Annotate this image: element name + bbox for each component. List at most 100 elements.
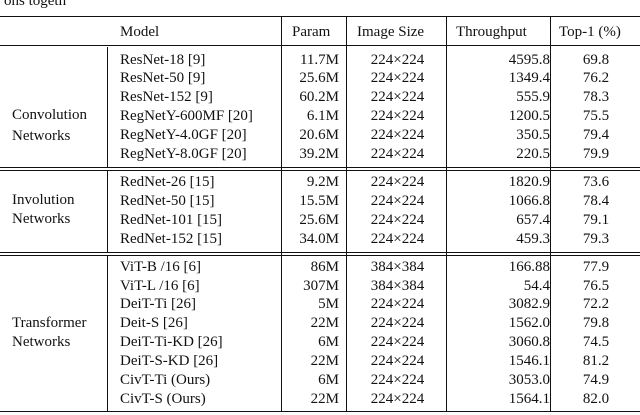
cell-model: ResNet-50 [9] bbox=[120, 70, 206, 86]
cell-top1: 79.4 bbox=[582, 127, 610, 143]
table-row: CivT-S (Ours) 22M 224×224 1564.1 82.0 bbox=[0, 389, 640, 410]
cell-param: 5M bbox=[318, 296, 339, 312]
cell-param: 11.7M bbox=[299, 52, 339, 68]
cell-model: ResNet-18 [9] bbox=[120, 52, 206, 68]
cell-image-size: 224×224 bbox=[370, 108, 425, 124]
column-divider bbox=[346, 16, 347, 411]
cell-model: Deit-S [26] bbox=[120, 315, 188, 331]
cell-throughput: 4595.8 bbox=[508, 52, 550, 68]
cell-param: 6M bbox=[318, 334, 339, 350]
cell-image-size: 224×224 bbox=[370, 315, 425, 331]
header-image-size: Image Size bbox=[357, 24, 425, 40]
cell-top1: 78.3 bbox=[582, 89, 610, 105]
column-divider bbox=[107, 255, 108, 411]
group-label-line1: Transformer bbox=[12, 315, 87, 331]
cell-model: RedNet-101 [15] bbox=[120, 212, 223, 228]
header-rule bbox=[0, 45, 640, 46]
cell-param: 60.2M bbox=[299, 89, 339, 105]
table-row: RegNetY-4.0GF [20] 20.6M 224×224 350.5 7… bbox=[0, 125, 640, 146]
cell-image-size: 224×224 bbox=[370, 127, 425, 143]
table-row: Deit-S [26] 22M 224×224 1562.0 79.8 bbox=[0, 313, 640, 334]
cell-image-size: 384×384 bbox=[370, 259, 425, 275]
cell-top1: 79.8 bbox=[582, 315, 610, 331]
group-separator bbox=[0, 167, 640, 171]
table-row: RedNet-101 [15] 25.6M 224×224 657.4 79.1 bbox=[0, 210, 640, 231]
header-param: Param bbox=[292, 24, 331, 40]
cell-top1: 79.1 bbox=[582, 212, 610, 228]
table-row: DeiT-Ti [26] 5M 224×224 3082.9 72.2 bbox=[0, 294, 640, 315]
cell-throughput: 459.3 bbox=[516, 231, 550, 247]
cell-model: DeiT-Ti-KD [26] bbox=[120, 334, 223, 350]
cell-param: 34.0M bbox=[299, 231, 339, 247]
group-label-line2: Networks bbox=[12, 211, 71, 227]
cell-image-size: 224×224 bbox=[370, 334, 425, 350]
cell-model: CivT-S (Ours) bbox=[120, 391, 206, 407]
cell-throughput: 1200.5 bbox=[508, 108, 550, 124]
cell-throughput: 3082.9 bbox=[508, 296, 550, 312]
cell-image-size: 224×224 bbox=[370, 231, 425, 247]
cell-image-size: 224×224 bbox=[370, 70, 425, 86]
cell-top1: 75.5 bbox=[582, 108, 610, 124]
cell-model: RegNetY-600MF [20] bbox=[120, 108, 253, 124]
group-label-line1: Convolution bbox=[12, 107, 88, 123]
cell-throughput: 1564.1 bbox=[508, 391, 550, 407]
table-row: ResNet-50 [9] 25.6M 224×224 1349.4 76.2 bbox=[0, 68, 640, 89]
cell-throughput: 350.5 bbox=[516, 127, 550, 143]
column-divider bbox=[107, 170, 108, 252]
column-divider bbox=[281, 16, 282, 411]
cell-param: 20.6M bbox=[299, 127, 339, 143]
caption-fragment: ons togeth bbox=[4, 0, 67, 9]
cell-image-size: 224×224 bbox=[370, 89, 425, 105]
cell-param: 22M bbox=[310, 353, 339, 369]
cell-model: ViT-B /16 [6] bbox=[120, 259, 202, 275]
cell-model: RedNet-50 [15] bbox=[120, 193, 215, 209]
cell-model: DeiT-S-KD [26] bbox=[120, 353, 219, 369]
table-row: ViT-B /16 [6] 86M 384×384 166.88 77.9 bbox=[0, 257, 640, 278]
cell-model: DeiT-Ti [26] bbox=[120, 296, 196, 312]
cell-param: 15.5M bbox=[299, 193, 339, 209]
group-separator bbox=[0, 252, 640, 256]
header-model: Model bbox=[120, 24, 160, 40]
table-row: DeiT-Ti-KD [26] 6M 224×224 3060.8 74.5 bbox=[0, 332, 640, 353]
cell-image-size: 224×224 bbox=[370, 296, 425, 312]
cell-param: 86M bbox=[310, 259, 339, 275]
cell-image-size: 224×224 bbox=[370, 212, 425, 228]
cell-model: CivT-Ti (Ours) bbox=[120, 372, 211, 388]
cell-model: RedNet-152 [15] bbox=[120, 231, 223, 247]
cell-throughput: 3053.0 bbox=[508, 372, 550, 388]
cell-image-size: 224×224 bbox=[370, 174, 425, 190]
cell-throughput: 1546.1 bbox=[508, 353, 550, 369]
group-label-line1: Involution bbox=[12, 192, 75, 208]
cell-top1: 76.5 bbox=[582, 278, 610, 294]
cell-image-size: 224×224 bbox=[370, 372, 425, 388]
top-rule bbox=[0, 16, 640, 17]
cell-throughput: 1562.0 bbox=[508, 315, 550, 331]
cell-top1: 72.2 bbox=[582, 296, 610, 312]
cell-param: 22M bbox=[310, 391, 339, 407]
cell-image-size: 224×224 bbox=[370, 391, 425, 407]
column-divider bbox=[446, 16, 447, 411]
cell-param: 22M bbox=[310, 315, 339, 331]
table-row: ResNet-152 [9] 60.2M 224×224 555.9 78.3 bbox=[0, 87, 640, 108]
cell-top1: 78.4 bbox=[582, 193, 610, 209]
cell-image-size: 224×224 bbox=[370, 193, 425, 209]
cell-image-size: 224×224 bbox=[370, 52, 425, 68]
cell-top1: 69.8 bbox=[582, 52, 610, 68]
table-row: RedNet-152 [15] 34.0M 224×224 459.3 79.3 bbox=[0, 229, 640, 250]
cell-top1: 73.6 bbox=[582, 174, 610, 190]
table-row: RegNetY-8.0GF [20] 39.2M 224×224 220.5 7… bbox=[0, 144, 640, 165]
column-divider bbox=[550, 16, 551, 411]
cell-model: RegNetY-4.0GF [20] bbox=[120, 127, 247, 143]
cell-top1: 82.0 bbox=[582, 391, 610, 407]
cell-throughput: 657.4 bbox=[516, 212, 550, 228]
cell-throughput: 1820.9 bbox=[508, 174, 550, 190]
cell-image-size: 224×224 bbox=[370, 353, 425, 369]
cell-throughput: 166.88 bbox=[508, 259, 550, 275]
cell-top1: 81.2 bbox=[582, 353, 610, 369]
table-row: CivT-Ti (Ours) 6M 224×224 3053.0 74.9 bbox=[0, 370, 640, 391]
table-row: RegNetY-600MF [20] 6.1M 224×224 1200.5 7… bbox=[0, 106, 640, 127]
cell-top1: 74.5 bbox=[582, 334, 610, 350]
cell-throughput: 1066.8 bbox=[508, 193, 550, 209]
table-row: RedNet-26 [15] 9.2M 224×224 1820.9 73.6 bbox=[0, 172, 640, 193]
